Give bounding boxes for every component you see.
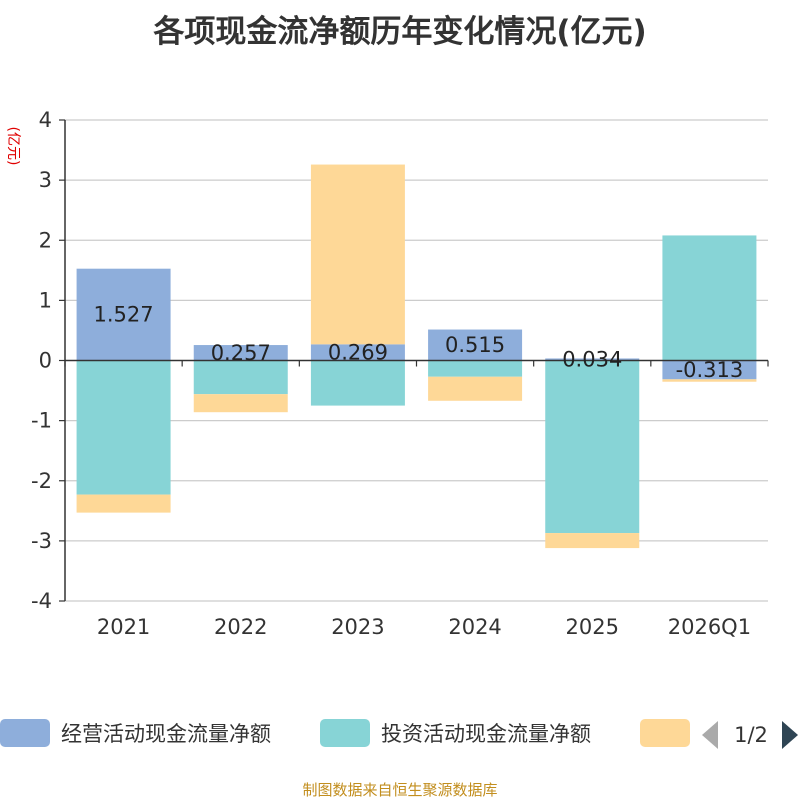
data-label: 0.034 xyxy=(562,347,622,371)
data-labels: 1.527 0.257 0.269 0.515 0.034 -0.313 xyxy=(94,303,744,382)
y-tick-label: 1 xyxy=(39,288,52,312)
data-label: 0.257 xyxy=(211,341,271,365)
y-tick-label: 0 xyxy=(39,349,52,373)
y-tick-label: -2 xyxy=(31,469,52,493)
data-label: -0.313 xyxy=(676,358,744,382)
bar-series2-2025[interactable] xyxy=(545,360,640,534)
grid-lines xyxy=(65,119,768,602)
x-tick-label: 2024 xyxy=(448,615,501,639)
bar-series3-2026Q1[interactable] xyxy=(662,379,757,382)
legend-prev-page-icon[interactable] xyxy=(702,721,718,749)
bars xyxy=(76,164,757,549)
bar-series1-2024[interactable] xyxy=(428,329,523,361)
bar-series3-2025[interactable] xyxy=(545,533,640,549)
bar-series2-2023[interactable] xyxy=(310,360,405,406)
legend-label-series2[interactable]: 投资活动现金流量净额 xyxy=(381,722,591,746)
x-tick-label: 2025 xyxy=(566,615,619,639)
y-tick-label: 3 xyxy=(39,168,52,192)
x-tick-label: 2026Q1 xyxy=(668,615,751,639)
bar-series2-2026Q1[interactable] xyxy=(662,235,757,361)
bar-series2-2022[interactable] xyxy=(193,360,288,395)
bar-series3-2023[interactable] xyxy=(310,164,405,345)
bar-series1-2025[interactable] xyxy=(545,358,640,361)
bar-series1-2023[interactable] xyxy=(310,344,405,361)
legend-swatch-series1[interactable] xyxy=(0,719,50,747)
legend: 经营活动现金流量净额 投资活动现金流量净额 1/2 xyxy=(0,719,798,749)
bar-series3-2024[interactable] xyxy=(428,376,523,401)
data-label: 0.269 xyxy=(328,340,388,364)
legend-label-series1[interactable]: 经营活动现金流量净额 xyxy=(61,722,271,746)
y-tick-label: -3 xyxy=(31,529,52,553)
x-tick-label: 2021 xyxy=(97,615,150,639)
bar-series3-2021[interactable] xyxy=(76,494,171,513)
bar-series1-2022[interactable] xyxy=(193,345,288,361)
x-tick-label: 2022 xyxy=(214,615,267,639)
legend-next-page-icon[interactable] xyxy=(782,721,798,749)
chart-title: 各项现金流净额历年变化情况(亿元) xyxy=(153,14,647,50)
y-tick-label: 4 xyxy=(39,108,52,132)
bar-series2-2021[interactable] xyxy=(76,360,171,495)
legend-swatch-series3[interactable] xyxy=(640,719,690,747)
legend-swatch-series2[interactable] xyxy=(320,719,370,747)
legend-page-indicator: 1/2 xyxy=(734,723,768,747)
axes: -4 -3 -2 -1 0 1 2 3 4 (亿元) 2021 2022 2023 2024 2025 202… xyxy=(5,108,769,639)
source-note: 制图数据来自恒生聚源数据库 xyxy=(302,781,498,799)
x-tick-label: 2023 xyxy=(331,615,384,639)
bar-series3-2022[interactable] xyxy=(193,394,288,413)
y-axis-label: (亿元) xyxy=(5,127,21,166)
data-label: 1.527 xyxy=(94,303,154,327)
y-tick-label: -1 xyxy=(31,409,52,433)
y-tick-label: 2 xyxy=(39,228,52,252)
data-label: 0.515 xyxy=(445,333,505,357)
bar-series1-2021[interactable] xyxy=(76,268,171,361)
y-tick-label: -4 xyxy=(31,589,52,613)
bar-series2-2024[interactable] xyxy=(428,360,523,377)
bar-series1-2026Q1[interactable] xyxy=(662,360,757,380)
